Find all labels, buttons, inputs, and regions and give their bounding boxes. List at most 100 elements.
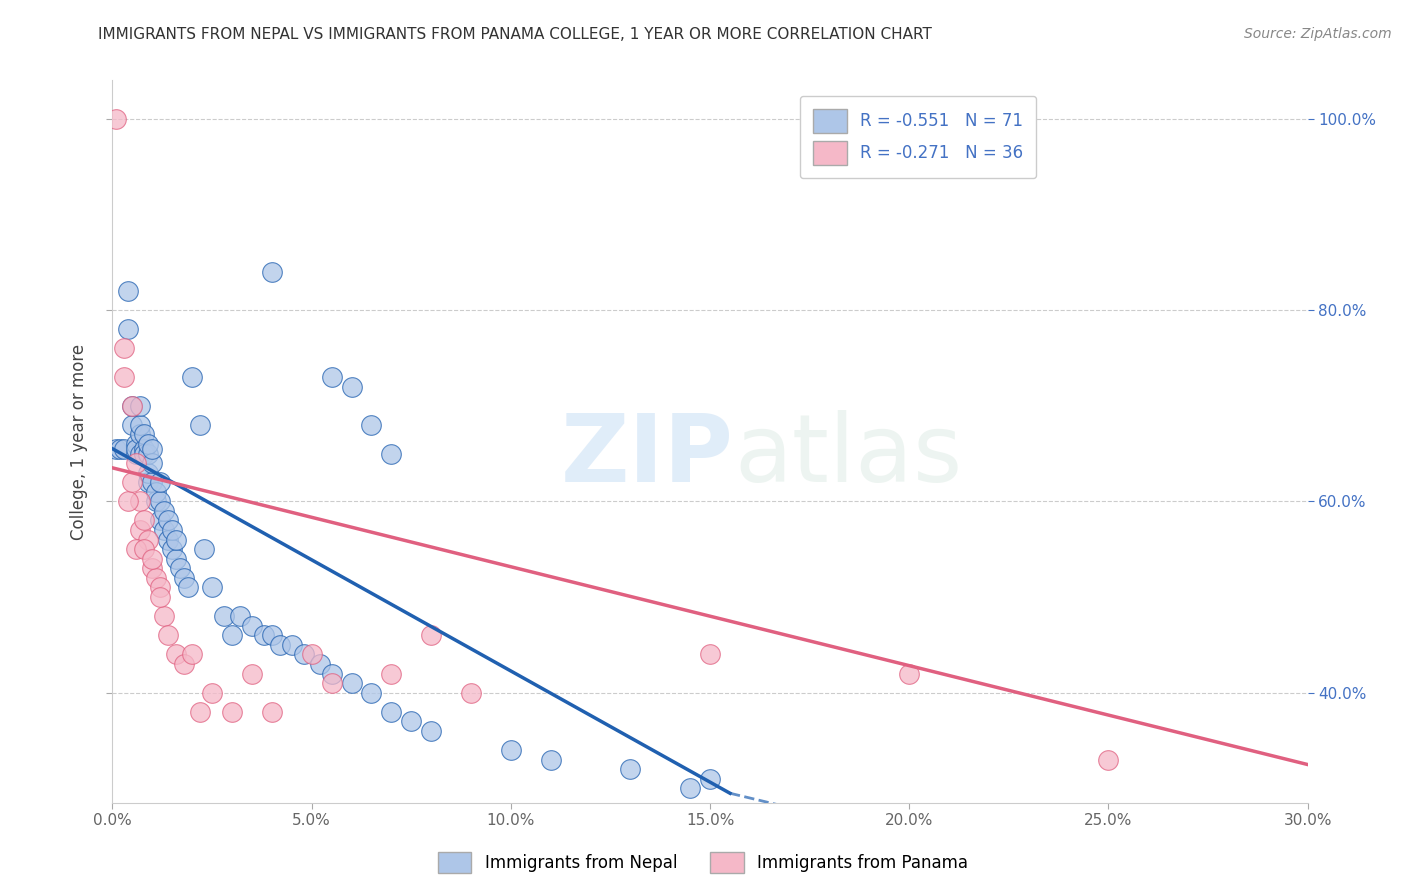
Point — [260, 265, 283, 279]
Text: Source: ZipAtlas.com: Source: ZipAtlas.com — [1244, 27, 1392, 41]
Point — [401, 714, 423, 729]
Point — [117, 284, 139, 298]
Point — [105, 112, 128, 126]
Point — [145, 571, 167, 585]
Point — [177, 581, 200, 595]
Text: ZIP: ZIP — [561, 410, 734, 502]
Point — [129, 494, 152, 508]
Point — [193, 542, 215, 557]
Point — [129, 523, 152, 537]
Point — [499, 743, 522, 757]
Point — [260, 628, 283, 642]
Point — [138, 533, 160, 547]
Point — [212, 609, 235, 624]
Point — [117, 322, 139, 336]
Point — [162, 542, 183, 557]
Point — [138, 446, 160, 460]
Point — [121, 399, 143, 413]
Text: IMMIGRANTS FROM NEPAL VS IMMIGRANTS FROM PANAMA COLLEGE, 1 YEAR OR MORE CORRELAT: IMMIGRANTS FROM NEPAL VS IMMIGRANTS FROM… — [98, 27, 932, 42]
Point — [134, 427, 156, 442]
Point — [898, 666, 921, 681]
Point — [141, 551, 163, 566]
Point — [129, 427, 152, 442]
Point — [157, 514, 180, 528]
Point — [125, 437, 148, 451]
Point — [181, 648, 204, 662]
Point — [173, 657, 195, 671]
Point — [134, 446, 156, 460]
Point — [149, 590, 172, 604]
Point — [169, 561, 191, 575]
Point — [699, 648, 721, 662]
Point — [149, 475, 172, 490]
Point — [221, 628, 243, 642]
Point — [149, 581, 172, 595]
Point — [240, 619, 263, 633]
Point — [134, 514, 156, 528]
Point — [145, 484, 167, 499]
Point — [321, 666, 343, 681]
Point — [110, 442, 132, 456]
Point — [308, 657, 330, 671]
Point — [141, 561, 163, 575]
Point — [153, 609, 176, 624]
Point — [138, 475, 160, 490]
Point — [141, 475, 163, 490]
Legend: Immigrants from Nepal, Immigrants from Panama: Immigrants from Nepal, Immigrants from P… — [432, 846, 974, 880]
Point — [141, 456, 163, 470]
Point — [619, 762, 641, 776]
Point — [173, 571, 195, 585]
Point — [149, 514, 172, 528]
Y-axis label: College, 1 year or more: College, 1 year or more — [70, 343, 89, 540]
Point — [799, 858, 821, 872]
Point — [201, 581, 224, 595]
Point — [157, 628, 180, 642]
Point — [260, 705, 283, 719]
Point — [129, 417, 152, 432]
Point — [380, 446, 402, 460]
Point — [340, 676, 363, 690]
Point — [188, 417, 211, 432]
Point — [105, 442, 128, 456]
Point — [360, 686, 382, 700]
Point — [138, 466, 160, 480]
Point — [420, 628, 443, 642]
Point — [699, 772, 721, 786]
Point — [129, 446, 152, 460]
Point — [134, 542, 156, 557]
Point — [125, 442, 148, 456]
Point — [117, 494, 139, 508]
Text: atlas: atlas — [734, 410, 962, 502]
Point — [253, 628, 276, 642]
Point — [340, 379, 363, 393]
Point — [188, 705, 211, 719]
Point — [321, 676, 343, 690]
Point — [1097, 753, 1119, 767]
Point — [460, 686, 482, 700]
Point — [125, 446, 148, 460]
Point — [292, 648, 315, 662]
Point — [129, 399, 152, 413]
Point — [221, 705, 243, 719]
Point — [360, 417, 382, 432]
Point — [229, 609, 252, 624]
Point — [201, 686, 224, 700]
Point — [165, 551, 187, 566]
Point — [114, 341, 135, 355]
Point — [165, 533, 187, 547]
Point — [153, 523, 176, 537]
Point — [125, 456, 148, 470]
Point — [121, 475, 143, 490]
Point — [162, 523, 183, 537]
Point — [153, 504, 176, 518]
Point — [679, 781, 702, 796]
Point — [301, 648, 323, 662]
Point — [149, 494, 172, 508]
Point — [141, 442, 163, 456]
Point — [420, 724, 443, 739]
Point — [380, 705, 402, 719]
Point — [181, 370, 204, 384]
Point — [269, 638, 291, 652]
Point — [380, 666, 402, 681]
Point — [240, 666, 263, 681]
